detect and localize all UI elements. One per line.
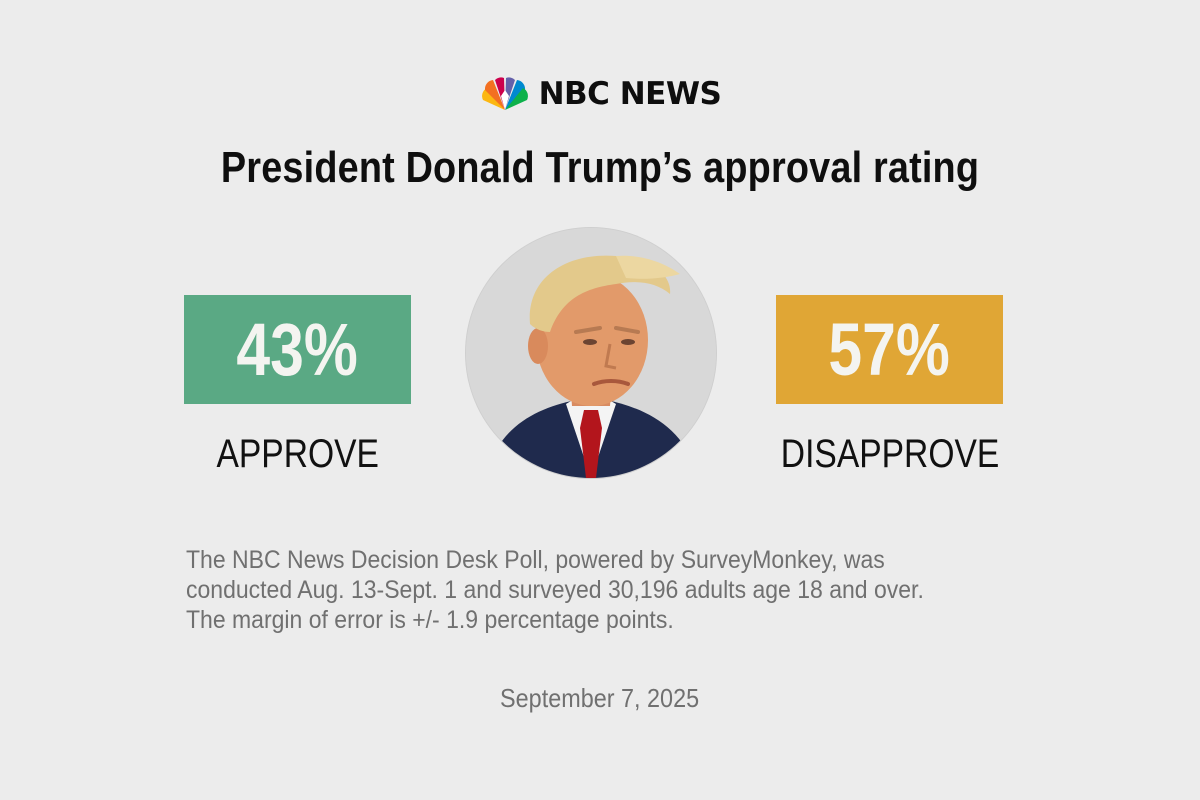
- footnote-line: The NBC News Decision Desk Poll, powered…: [186, 546, 885, 574]
- poll-methodology-note: The NBC News Decision Desk Poll, powered…: [186, 545, 959, 635]
- disapprove-percentage-box: 57%: [776, 295, 1003, 404]
- disapprove-label: DISAPPROVE: [780, 432, 1000, 476]
- approve-label: APPROVE: [216, 432, 380, 476]
- publish-date: September 7, 2025: [500, 683, 700, 713]
- brand-header: NBC NEWS: [0, 72, 1200, 116]
- publish-date-wrap: September 7, 2025: [0, 680, 1200, 716]
- approve-label-wrap: APPROVE: [148, 424, 448, 484]
- approve-percentage: 43%: [236, 308, 359, 391]
- brand-name: NBC NEWS: [538, 76, 722, 112]
- portrait-illustration: [466, 228, 716, 478]
- president-portrait: [466, 228, 716, 478]
- footnote-line: The margin of error is +/- 1.9 percentag…: [186, 606, 674, 634]
- approve-percentage-box: 43%: [184, 295, 411, 404]
- nbc-peacock-icon: [481, 77, 528, 110]
- footnote-line: conducted Aug. 13-Sept. 1 and surveyed 3…: [186, 576, 924, 604]
- disapprove-percentage: 57%: [828, 308, 951, 391]
- disapprove-label-wrap: DISAPPROVE: [740, 424, 1040, 484]
- page-title: President Donald Trump’s approval rating: [220, 143, 980, 192]
